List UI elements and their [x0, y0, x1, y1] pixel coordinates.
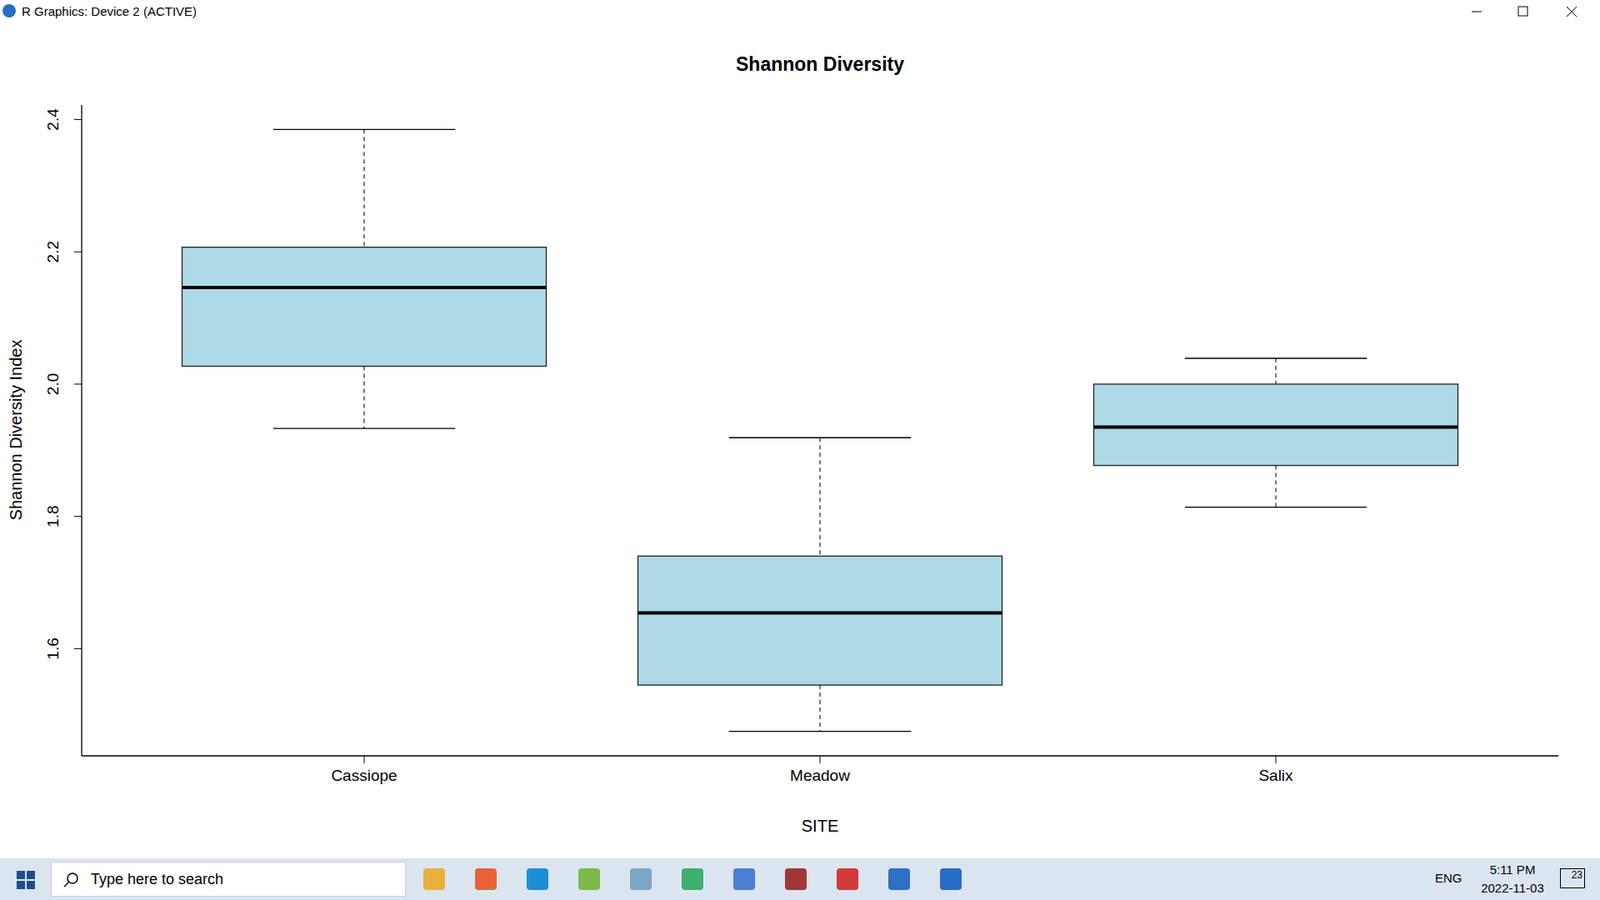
html-text:2022-11-03: 2022-11-03: [1481, 880, 1544, 895]
svg-text:1.8: 1.8: [44, 505, 62, 527]
html-text:Shannon Diversity: Shannon Diversity: [735, 53, 905, 75]
svg-text:Salix: Salix: [1258, 766, 1294, 785]
html-text:ENG: ENG: [1435, 870, 1463, 885]
html-text:Shannon Diversity Index: Shannon Diversity Index: [6, 339, 25, 521]
svg-text:1.6: 1.6: [44, 637, 62, 660]
svg-text:Cassiope: Cassiope: [330, 766, 397, 785]
svg-text:2.4: 2.4: [44, 108, 62, 131]
svg-text:2.2: 2.2: [44, 240, 62, 263]
html-text:Type here to search: Type here to search: [90, 870, 224, 888]
svg-text:Meadow: Meadow: [790, 766, 850, 785]
html-text:5:11 PM: 5:11 PM: [1489, 862, 1536, 877]
html-text:SITE: SITE: [801, 816, 839, 835]
svg-text:2.0: 2.0: [44, 373, 62, 395]
html-text:23: 23: [1571, 869, 1583, 881]
html-text:R Graphics: Device 2 (ACTIVE): R Graphics: Device 2 (ACTIVE): [21, 4, 197, 19]
